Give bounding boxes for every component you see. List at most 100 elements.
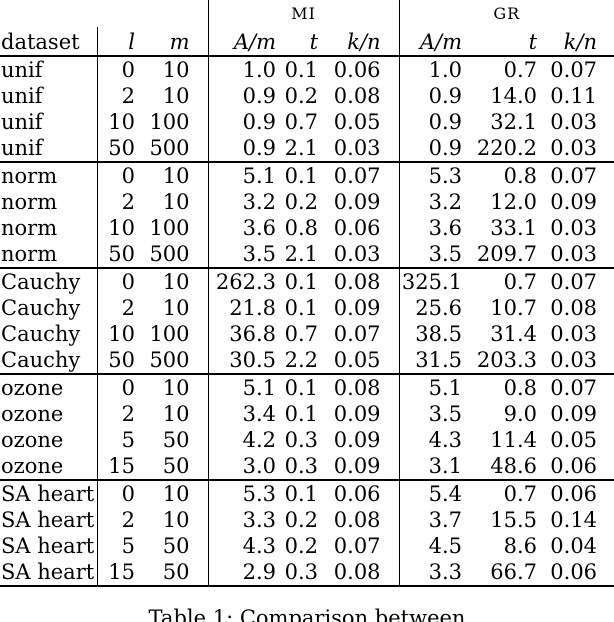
value-cell: 1.0: [242, 58, 277, 82]
value-cell: 9.0: [503, 402, 538, 426]
dataset-cell: Cauchy: [0, 268, 98, 295]
dataset-cell: ozone: [0, 374, 98, 401]
column-header-gr-t: t: [464, 27, 540, 57]
value-cell: 0.04: [550, 534, 598, 558]
value-cell: 0.03: [550, 216, 598, 240]
value-cell: 0.2: [284, 84, 319, 108]
value-cell: 0.7: [284, 322, 319, 346]
value-cell: 4.5: [428, 534, 463, 558]
value-cell: 0.06: [539, 559, 614, 587]
dataset-cell: Cauchy: [0, 295, 98, 321]
value-cell: 36.8: [229, 322, 277, 346]
value-cell: 0.1: [284, 270, 319, 294]
table-row: SA heart 0 10 5.3 0.1 0.06 5.4 0.7 0.06: [0, 480, 614, 507]
value-cell: 100: [137, 109, 209, 135]
value-cell: 5.3: [242, 482, 277, 506]
value-cell: 0.8: [503, 376, 538, 400]
value-cell: 0.9: [242, 84, 277, 108]
dataset-cell: SA heart: [0, 533, 98, 559]
value-cell: 10.7: [490, 296, 538, 320]
value-cell: 0.03: [320, 135, 400, 163]
value-cell: 10: [108, 216, 135, 240]
value-cell: 11.4: [490, 428, 538, 452]
value-cell: 0.9: [399, 135, 465, 163]
value-cell: 33.1: [490, 216, 538, 240]
value-cell: 2: [121, 402, 135, 426]
dataset-cell: norm: [0, 162, 98, 189]
value-cell: 0.3: [278, 559, 321, 587]
value-cell: 0.09: [320, 295, 400, 321]
value-cell: 0.8: [284, 216, 319, 240]
value-cell: 10: [137, 268, 209, 295]
table-row: norm 2 10 3.2 0.2 0.09 3.2 12.0 0.09: [0, 189, 614, 215]
value-cell: 50: [137, 533, 209, 559]
value-cell: 0.07: [320, 162, 400, 189]
value-cell: 4.2: [242, 428, 277, 452]
value-cell: 0: [121, 482, 135, 506]
dataset-cell: unif: [0, 83, 98, 109]
value-cell: 0.05: [320, 347, 400, 375]
value-cell: 10: [108, 322, 135, 346]
value-cell: 0.06: [550, 482, 598, 506]
value-cell: 325.1: [401, 270, 463, 294]
value-cell: 0.08: [550, 296, 598, 320]
value-cell: 3.1: [399, 453, 465, 481]
value-cell: 5.3: [428, 164, 463, 188]
value-cell: 2: [121, 296, 135, 320]
dataset-cell: SA heart: [0, 559, 98, 587]
value-cell: 0.2: [284, 508, 319, 532]
value-cell: 15.5: [490, 508, 538, 532]
dataset-cell: ozone: [0, 453, 98, 481]
value-cell: 0.9: [428, 110, 463, 134]
value-cell: 50: [137, 453, 209, 481]
value-cell: 0.05: [550, 428, 598, 452]
value-cell: 0.08: [320, 374, 400, 401]
value-cell: 15: [97, 453, 137, 481]
dataset-cell: SA heart: [0, 507, 98, 533]
value-cell: 12.0: [490, 190, 538, 214]
value-cell: 0.9: [428, 84, 463, 108]
value-cell: 0.09: [320, 401, 400, 427]
table-row: unif 10 100 0.9 0.7 0.05 0.9 32.1 0.03: [0, 109, 614, 135]
value-cell: 10: [137, 162, 209, 189]
value-cell: 14.0: [490, 84, 538, 108]
value-cell: 8.6: [503, 534, 538, 558]
group-header-mi: MI: [208, 0, 400, 27]
column-header-gr-am: A/m: [399, 27, 465, 57]
value-cell: 2: [121, 190, 135, 214]
value-cell: 0.9: [208, 135, 279, 163]
table-row: Cauchy 10 100 36.8 0.7 0.07 38.5 31.4 0.03: [0, 321, 614, 347]
value-cell: 10: [137, 56, 209, 83]
value-cell: 3.4: [242, 402, 277, 426]
table-caption: Table 1: Comparison between: [148, 606, 466, 622]
value-cell: 0: [121, 376, 135, 400]
value-cell: 0.7: [503, 58, 538, 82]
value-cell: 15: [97, 559, 137, 587]
value-cell: 10: [108, 110, 135, 134]
value-cell: 500: [137, 347, 209, 375]
dataset-cell: norm: [0, 215, 98, 241]
value-cell: 21.8: [229, 296, 277, 320]
value-cell: 30.5: [208, 347, 279, 375]
value-cell: 10: [137, 401, 209, 427]
value-cell: 0.09: [320, 189, 400, 215]
value-cell: 0.1: [284, 164, 319, 188]
value-cell: 2: [121, 508, 135, 532]
value-cell: 2: [121, 84, 135, 108]
table-row: SA heart 15 50 2.9 0.3 0.08 3.3 66.7 0.06: [0, 559, 614, 587]
value-cell: 0.06: [320, 56, 400, 83]
dataset-cell: SA heart: [0, 480, 98, 507]
value-cell: 0.07: [550, 58, 598, 82]
value-cell: 32.1: [490, 110, 538, 134]
table-row: Cauchy 0 10 262.3 0.1 0.08 325.1 0.7 0.07: [0, 268, 614, 295]
value-cell: 0: [121, 270, 135, 294]
value-cell: 50: [97, 241, 137, 269]
dataset-cell: ozone: [0, 401, 98, 427]
value-cell: 10: [137, 507, 209, 533]
dataset-cell: ozone: [0, 427, 98, 453]
value-cell: 50: [137, 559, 209, 587]
value-cell: 5.1: [242, 376, 277, 400]
value-cell: 50: [97, 135, 137, 163]
dataset-cell: Cauchy: [0, 347, 98, 375]
